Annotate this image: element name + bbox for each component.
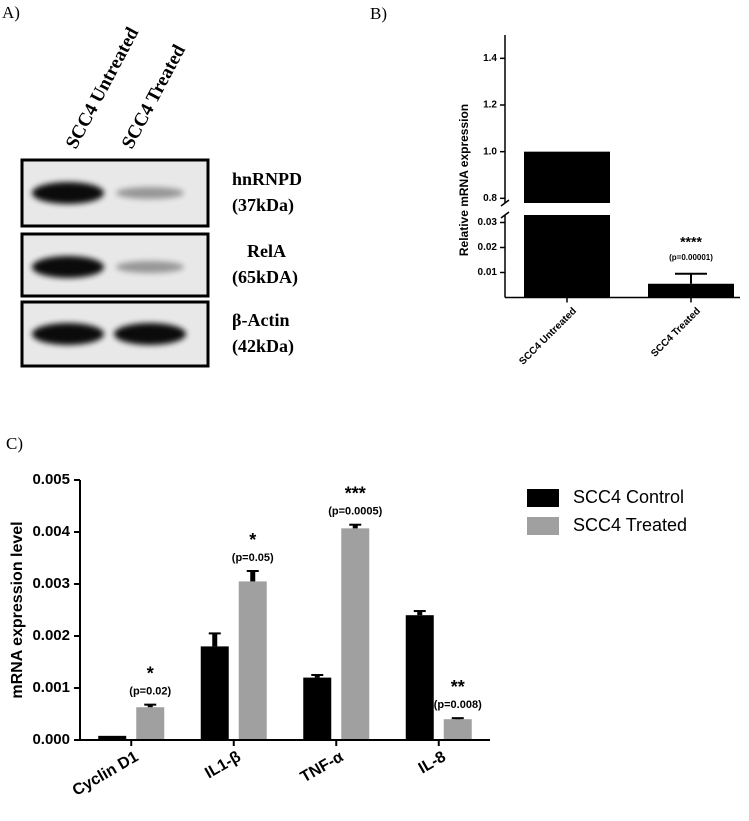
error-bar: [352, 524, 358, 529]
panel-label: B): [370, 4, 387, 23]
size-label: (42kDa): [232, 336, 294, 357]
y-tick-label: 0.003: [32, 575, 70, 592]
bar: [303, 677, 332, 740]
legend-swatch: [527, 489, 559, 507]
y-tick-label: 0.004: [32, 523, 70, 540]
y-tick-label: 0.005: [32, 471, 70, 488]
error-bar: [250, 571, 256, 582]
bar: [648, 283, 734, 298]
p-value: (p=0.008): [434, 699, 482, 711]
blot-band: [116, 187, 184, 199]
blot-band: [32, 256, 104, 278]
size-label: (65kDA): [232, 267, 298, 288]
legend-swatch: [527, 517, 559, 535]
bar: [341, 528, 370, 740]
x-tick-label: TNF-α: [298, 748, 347, 786]
y-tick-label: 0.000: [32, 731, 70, 748]
bar: [238, 581, 267, 740]
error-bar: [417, 611, 423, 616]
y-axis-label: mRNA expression level: [9, 521, 26, 698]
blot-band: [32, 182, 104, 204]
y-tick-label: 0.001: [32, 679, 70, 696]
significance: **: [451, 677, 465, 697]
p-value: (p=0.00001): [669, 253, 713, 262]
error-bar: [314, 675, 320, 678]
y-axis-label: Relative mRNA expression: [457, 104, 471, 256]
y-tick-label: 1.0: [483, 146, 497, 157]
x-tick-label: Cyclin D1: [70, 748, 142, 799]
break-mark: [500, 211, 510, 219]
bar: [98, 735, 127, 740]
p-value: (p=0.05): [232, 552, 274, 564]
bar: [443, 719, 472, 740]
x-tick-label: SCC4 Untreated: [517, 306, 579, 368]
error-bar: [212, 633, 218, 647]
size-label: (37kDa): [232, 195, 294, 216]
x-tick-label: IL1-β: [202, 748, 244, 782]
p-value: (p=0.02): [129, 686, 171, 698]
blot-band: [32, 323, 104, 345]
protein-label: RelA: [247, 241, 286, 261]
error-bar: [147, 704, 153, 708]
legend-label: SCC4 Treated: [573, 515, 687, 535]
bar: [136, 707, 165, 740]
protein-label: β-Actin: [232, 310, 289, 330]
y-tick-label: 0.002: [32, 627, 70, 644]
bar: [524, 151, 610, 298]
legend-label: SCC4 Control: [573, 487, 684, 507]
y-tick-label: 0.03: [478, 217, 498, 228]
protein-label: hnRNPD: [232, 169, 302, 189]
significance: *: [249, 530, 256, 550]
x-tick-label: IL-8: [416, 748, 449, 777]
bar: [405, 615, 434, 740]
panel-label: C): [6, 434, 23, 453]
panel-label: A): [2, 3, 20, 22]
significance: ***: [345, 483, 366, 503]
y-tick-label: 1.4: [483, 53, 497, 64]
axis-break: [495, 203, 735, 215]
y-tick-label: 1.2: [483, 100, 497, 111]
y-tick-label: 0.01: [478, 267, 498, 278]
p-value: (p=0.0005): [328, 506, 382, 518]
significance: *: [147, 663, 154, 683]
y-tick-label: 0.02: [478, 242, 498, 253]
blot-band: [116, 261, 184, 273]
x-tick-label: SCC4 Treated: [649, 306, 703, 360]
blot-band: [114, 323, 186, 345]
break-mark: [500, 199, 510, 207]
significance: ****: [680, 233, 702, 249]
y-tick-label: 0.8: [483, 193, 497, 204]
bar: [200, 646, 229, 740]
